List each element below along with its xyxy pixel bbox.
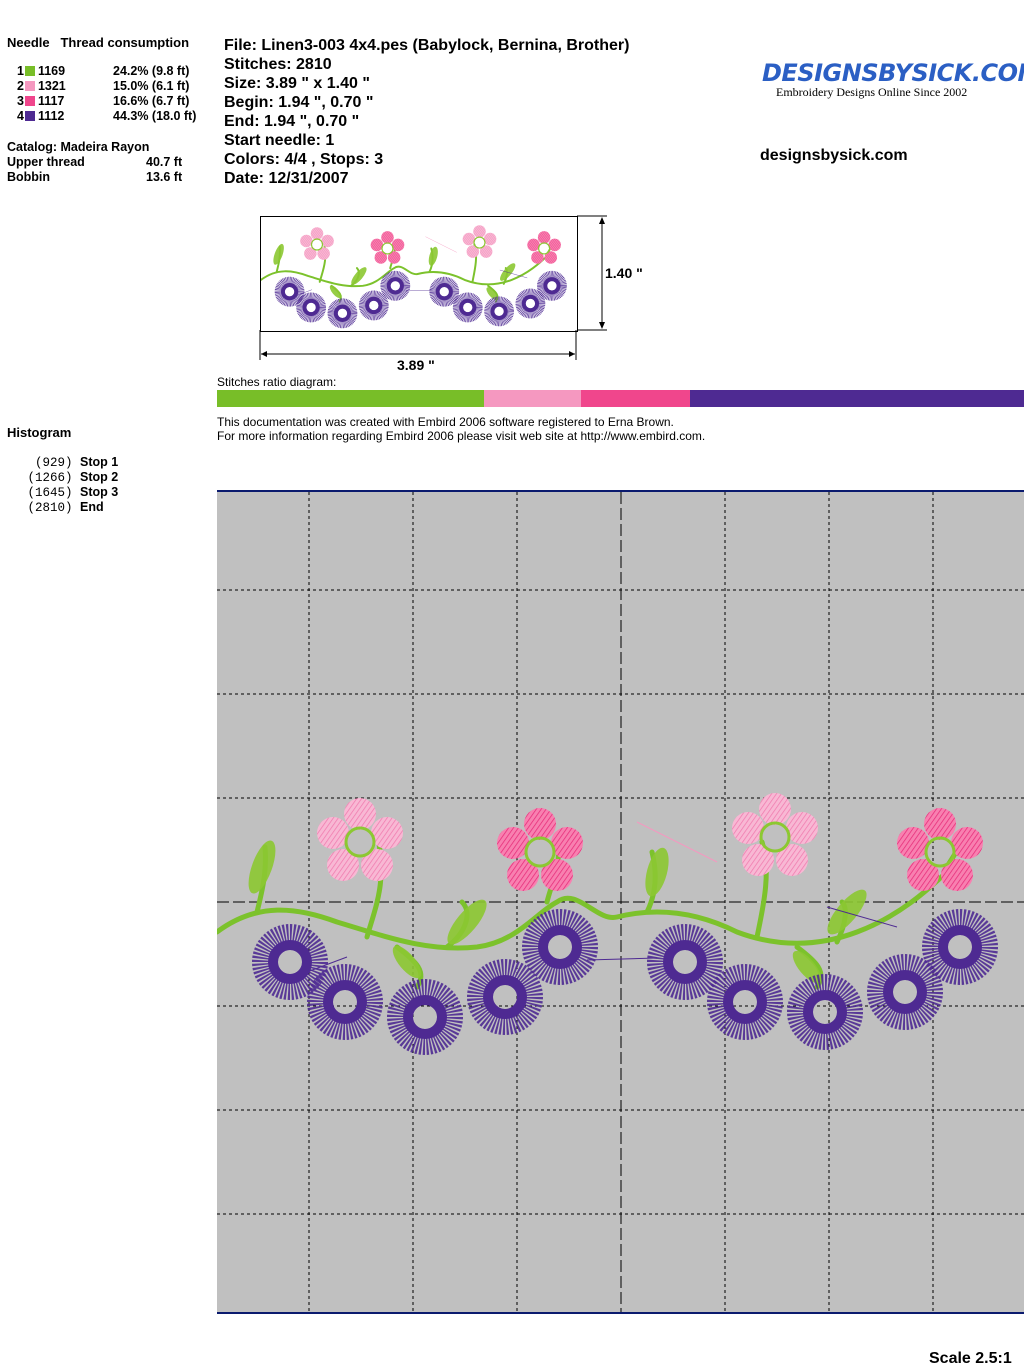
logo-tagline: Embroidery Designs Online Since 2002 bbox=[776, 85, 968, 99]
design-thumbnail bbox=[260, 216, 578, 332]
ratio-segment bbox=[580, 390, 690, 407]
notice: This documentation was created with Embi… bbox=[217, 415, 705, 443]
stitch-count: Stitches: 2810 bbox=[224, 56, 332, 73]
histogram-item: (1645) Stop 3 bbox=[20, 485, 119, 501]
design-info: File: Linen3-003 4x4.pes (Babylock, Bern… bbox=[224, 36, 629, 188]
color-swatch bbox=[24, 111, 35, 121]
histogram-item: (1266) Stop 2 bbox=[20, 470, 119, 486]
thread-consumption: 15.0% (6.1 ft) bbox=[113, 79, 190, 93]
dimension-lines bbox=[259, 215, 607, 360]
begin-point: Begin: 1.94 ", 0.70 " bbox=[224, 94, 374, 111]
needle-number: 4 bbox=[17, 109, 24, 123]
histogram-label: End bbox=[80, 500, 104, 514]
histogram-label: Stop 3 bbox=[80, 485, 119, 499]
histogram-title: Histogram bbox=[7, 425, 72, 440]
histogram-count: (1645) bbox=[20, 486, 73, 500]
bobbin-value: 13.6 ft bbox=[146, 170, 183, 184]
design-size: Size: 3.89 " x 1.40 " bbox=[224, 75, 370, 92]
thread-row: 2 1321 bbox=[17, 79, 66, 94]
thread-consumption: 24.2% (9.8 ft) bbox=[113, 64, 190, 78]
color-swatch bbox=[24, 81, 35, 91]
histogram-count: (1266) bbox=[20, 471, 73, 485]
notice-line-1: This documentation was created with Embi… bbox=[217, 415, 674, 429]
end-point: End: 1.94 ", 0.70 " bbox=[224, 113, 360, 130]
design-date: Date: 12/31/2007 bbox=[224, 170, 349, 187]
color-swatch bbox=[24, 96, 35, 106]
needle-number: 1 bbox=[17, 64, 24, 78]
thread-table-header: Needle Thread consumption bbox=[7, 35, 189, 50]
ratio-label: Stitches ratio diagram: bbox=[217, 375, 337, 389]
width-dimension: 3.89 " bbox=[397, 357, 435, 373]
thread-code: 1117 bbox=[37, 94, 65, 108]
scale-label: Scale 2.5:1 bbox=[929, 1350, 1012, 1367]
upper-thread-value: 40.7 ft bbox=[146, 155, 183, 169]
histogram-label: Stop 1 bbox=[80, 455, 119, 469]
thread-code: 1169 bbox=[37, 64, 66, 78]
catalog-label: Catalog: Madeira Rayon bbox=[7, 140, 150, 154]
file-name: File: Linen3-003 4x4.pes (Babylock, Bern… bbox=[224, 37, 630, 54]
histogram-item: (929) Stop 1 bbox=[20, 455, 118, 471]
upper-thread-label: Upper thread bbox=[7, 155, 85, 169]
bobbin-label: Bobbin bbox=[7, 170, 51, 184]
histogram-item: (2810) End bbox=[20, 500, 104, 516]
thread-consumption: 16.6% (6.7 ft) bbox=[113, 94, 190, 108]
thread-row: 4 1112 bbox=[17, 109, 64, 124]
design-preview bbox=[217, 490, 1024, 1314]
histogram-count: (2810) bbox=[20, 501, 73, 515]
needle-number: 2 bbox=[17, 79, 24, 93]
logo-text: DESIGNSBYSICK.COM bbox=[762, 59, 1024, 87]
ratio-segment bbox=[689, 390, 1024, 407]
needle-header: Needle bbox=[7, 35, 50, 50]
thread-code: 1112 bbox=[37, 109, 65, 123]
ratio-segment bbox=[217, 390, 485, 407]
color-swatch bbox=[24, 66, 35, 76]
thread-row: 3 1117 bbox=[17, 94, 64, 109]
colors-stops: Colors: 4/4 , Stops: 3 bbox=[224, 151, 384, 168]
ratio-segment bbox=[484, 390, 581, 407]
logo: DESIGNSBYSICK.COM Embroidery Designs Onl… bbox=[762, 59, 1024, 99]
thread-code: 1321 bbox=[37, 79, 66, 93]
start-needle: Start needle: 1 bbox=[224, 132, 335, 149]
website[interactable]: designsbysick.com bbox=[760, 147, 908, 164]
histogram-count: (929) bbox=[20, 456, 73, 470]
thread-consumption: 44.3% (18.0 ft) bbox=[113, 109, 197, 123]
thread-row: 1 1169 bbox=[17, 64, 65, 79]
histogram-label: Stop 2 bbox=[80, 470, 119, 484]
height-dimension: 1.40 " bbox=[605, 265, 643, 281]
consumption-header: Thread consumption bbox=[60, 35, 190, 50]
needle-number: 3 bbox=[17, 94, 24, 108]
stitches-ratio-bar bbox=[217, 390, 1024, 407]
notice-line-2: For more information regarding Embird 20… bbox=[217, 429, 706, 443]
